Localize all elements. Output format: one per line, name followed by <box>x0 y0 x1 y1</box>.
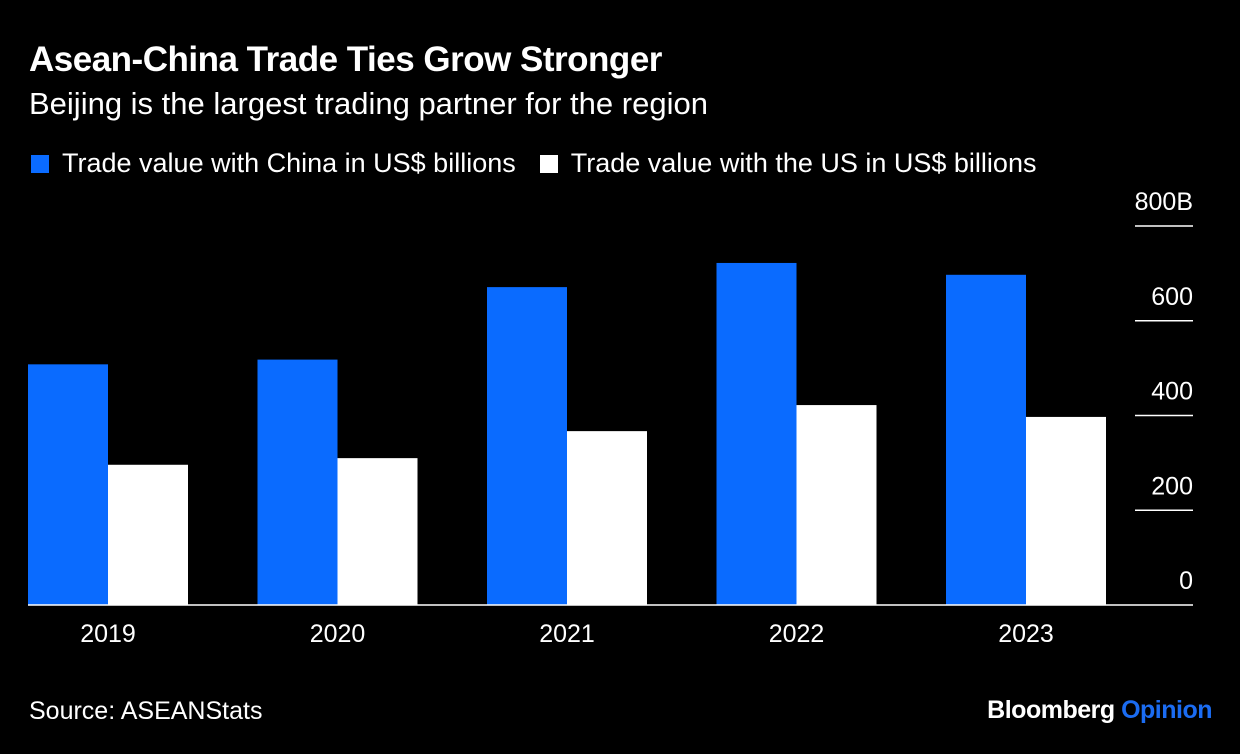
brand-name: Bloomberg <box>987 696 1115 724</box>
legend: Trade value with China in US$ billions T… <box>31 148 1060 179</box>
bar-china-2022 <box>716 262 797 605</box>
y-tick-label-800: 800B <box>1135 188 1193 216</box>
bar-china-2021 <box>487 287 567 605</box>
legend-item-us: Trade value with the US in US$ billions <box>539 148 1037 179</box>
x-tick-label-2020: 2020 <box>310 620 366 648</box>
brand-logo: Bloomberg Opinion <box>987 696 1212 725</box>
chart-subtitle: Beijing is the largest trading partner f… <box>29 86 708 121</box>
y-tick-label-200: 200 <box>1151 472 1193 500</box>
legend-swatch-china <box>31 154 49 173</box>
brand-accent: Opinion <box>1121 696 1212 724</box>
bar-us-2020 <box>337 458 418 605</box>
chart-title: Asean-China Trade Ties Grow Stronger <box>29 40 662 79</box>
bar-china-2019 <box>28 364 108 605</box>
x-tick-label-2019: 2019 <box>80 620 136 648</box>
bar-china-2023 <box>946 274 1026 605</box>
y-tick-label-400: 400 <box>1151 378 1193 406</box>
x-tick-label-2022: 2022 <box>769 620 825 648</box>
legend-swatch-us <box>539 154 558 173</box>
legend-item-china: Trade value with China in US$ billions <box>31 148 516 179</box>
bar-us-2023 <box>1026 416 1106 605</box>
source-note: Source: ASEANStats <box>29 697 263 725</box>
bar-us-2021 <box>567 431 647 605</box>
legend-label-us: Trade value with the US in US$ billions <box>570 148 1037 178</box>
bar-us-2022 <box>796 405 877 605</box>
y-tick-label-0: 0 <box>1179 567 1193 595</box>
x-tick-label-2021: 2021 <box>539 620 595 648</box>
bar-china-2020 <box>257 359 338 605</box>
y-tick-label-600: 600 <box>1151 283 1193 311</box>
x-tick-label-2023: 2023 <box>998 620 1054 648</box>
bar-us-2019 <box>108 464 188 605</box>
legend-label-china: Trade value with China in US$ billions <box>62 148 516 178</box>
